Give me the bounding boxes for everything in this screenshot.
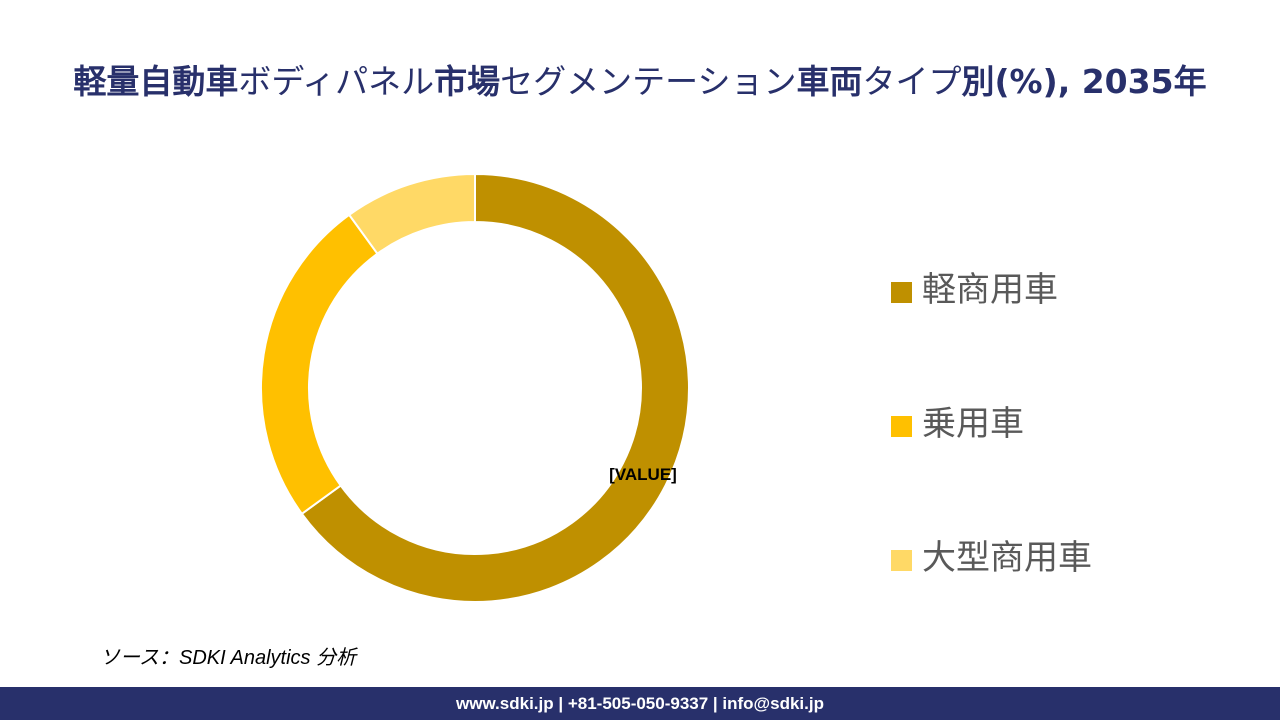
legend-swatch xyxy=(891,550,912,571)
donut-slice-0 xyxy=(300,172,690,603)
legend-swatch xyxy=(891,416,912,437)
donut-slice-1 xyxy=(260,213,379,516)
legend-item-light-commercial: 軽商用車 xyxy=(891,262,1251,396)
title-part: セグメンテーション xyxy=(500,62,797,101)
title-part: タイプ xyxy=(862,62,962,101)
chart-title: 軽量自動車ボディパネル市場セグメンテーション車両タイプ別(%), 2035年 xyxy=(0,58,1280,106)
title-part: 車両 xyxy=(796,62,863,101)
chart-legend: 軽商用車 乗用車 大型商用車 xyxy=(891,262,1251,664)
title-part: 別(%), 2035年 xyxy=(961,62,1207,101)
legend-label: 大型商用車 xyxy=(922,538,1092,578)
title-part: 軽量自動車 xyxy=(73,62,239,101)
legend-item-heavy-commercial: 大型商用車 xyxy=(891,530,1251,664)
title-part: ボディパネル xyxy=(238,62,435,101)
legend-item-passenger: 乗用車 xyxy=(891,396,1251,530)
title-part: 市場 xyxy=(434,62,501,101)
data-label: [VALUE] xyxy=(609,465,677,484)
legend-label: 乗用車 xyxy=(922,404,1024,444)
legend-swatch xyxy=(891,282,912,303)
footer-contact-bar: www.sdki.jp | +81-505-050-9337 | info@sd… xyxy=(0,687,1280,720)
donut-slices xyxy=(260,172,690,603)
donut-slice-2 xyxy=(347,172,476,256)
legend-label: 軽商用車 xyxy=(922,270,1058,310)
source-note: ソース：SDKI Analytics 分析 xyxy=(100,647,357,669)
